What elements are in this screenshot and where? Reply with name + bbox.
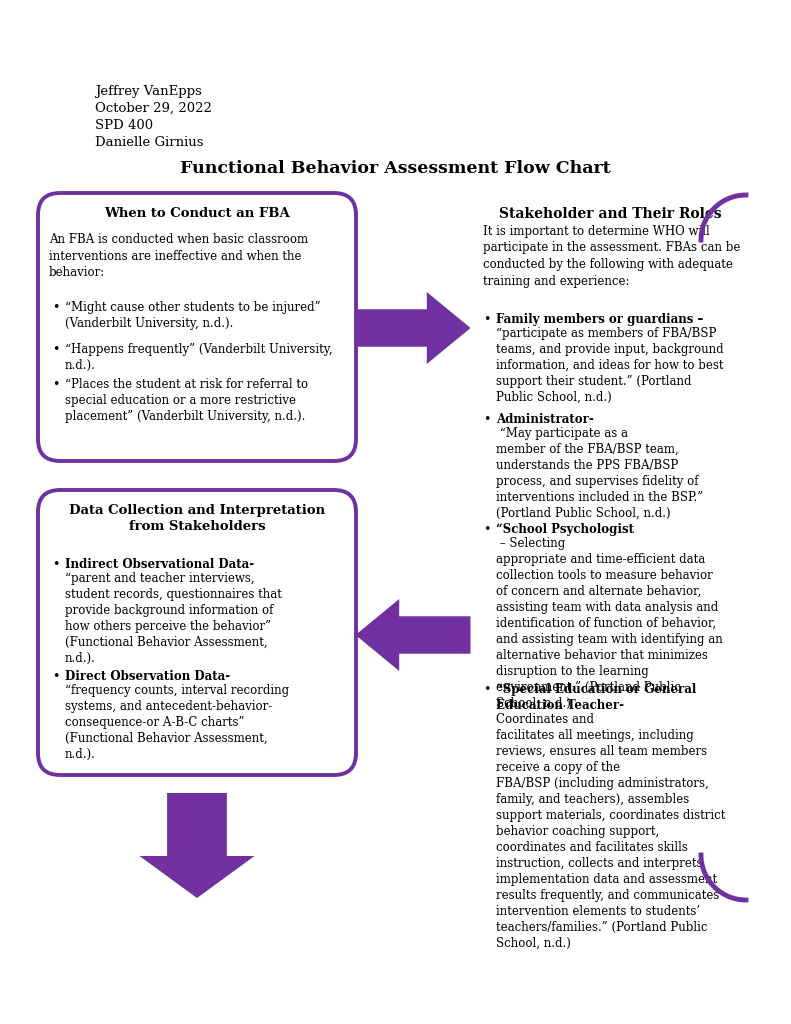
Text: Jeffrey VanEpps: Jeffrey VanEpps [95,85,202,98]
FancyBboxPatch shape [38,490,356,775]
Text: •: • [483,683,490,696]
Text: Administrator-: Administrator- [496,413,594,426]
Text: – Selecting
appropriate and time-efficient data
collection tools to measure beha: – Selecting appropriate and time-efficie… [496,537,723,710]
Text: •: • [52,301,59,314]
Text: Danielle Girnius: Danielle Girnius [95,136,203,150]
Text: “May participate as a
member of the FBA/BSP team,
understands the PPS FBA/BSP
pr: “May participate as a member of the FBA/… [496,427,703,520]
FancyBboxPatch shape [38,193,356,461]
Text: “Might cause other students to be injured”
(Vanderbilt University, n.d.).: “Might cause other students to be injure… [65,301,320,330]
Text: When to Conduct an FBA: When to Conduct an FBA [104,207,290,220]
Text: Coordinates and
facilitates all meetings, including
reviews, ensures all team me: Coordinates and facilitates all meetings… [496,713,725,950]
Text: SPD 400: SPD 400 [95,119,153,132]
Text: “School Psychologist: “School Psychologist [496,523,634,536]
Text: •: • [483,523,490,536]
Text: •: • [52,558,59,571]
Text: “Places the student at risk for referral to
special education or a more restrict: “Places the student at risk for referral… [65,378,308,423]
Text: Data Collection and Interpretation
from Stakeholders: Data Collection and Interpretation from … [69,504,325,534]
Text: Stakeholder and Their Roles: Stakeholder and Their Roles [498,207,721,221]
Text: Family members or guardians –: Family members or guardians – [496,313,703,326]
Text: Indirect Observational Data-: Indirect Observational Data- [65,558,254,571]
Polygon shape [139,793,255,898]
Text: October 29, 2022: October 29, 2022 [95,102,212,115]
Text: “parent and teacher interviews,
student records, questionnaires that
provide bac: “parent and teacher interviews, student … [65,572,282,665]
Text: •: • [483,413,490,426]
Text: •: • [483,313,490,326]
Polygon shape [355,599,471,671]
Text: Direct Observation Data-: Direct Observation Data- [65,670,230,683]
Text: “Happens frequently” (Vanderbilt University,
n.d.).: “Happens frequently” (Vanderbilt Univers… [65,343,333,372]
Text: “participate as members of FBA/BSP
teams, and provide input, background
informat: “participate as members of FBA/BSP teams… [496,327,724,404]
Polygon shape [355,292,471,364]
Text: Functional Behavior Assessment Flow Chart: Functional Behavior Assessment Flow Char… [180,160,611,177]
Text: “Special Education or General
Education Teacher-: “Special Education or General Education … [496,683,696,712]
Text: It is important to determine WHO will
participate in the assessment. FBAs can be: It is important to determine WHO will pa… [483,225,740,288]
Text: “frequency counts, interval recording
systems, and antecedent-behavior-
conseque: “frequency counts, interval recording sy… [65,684,290,761]
Text: •: • [52,670,59,683]
Text: An FBA is conducted when basic classroom
interventions are ineffective and when : An FBA is conducted when basic classroom… [49,233,308,279]
Text: •: • [52,378,59,391]
Text: •: • [52,343,59,356]
